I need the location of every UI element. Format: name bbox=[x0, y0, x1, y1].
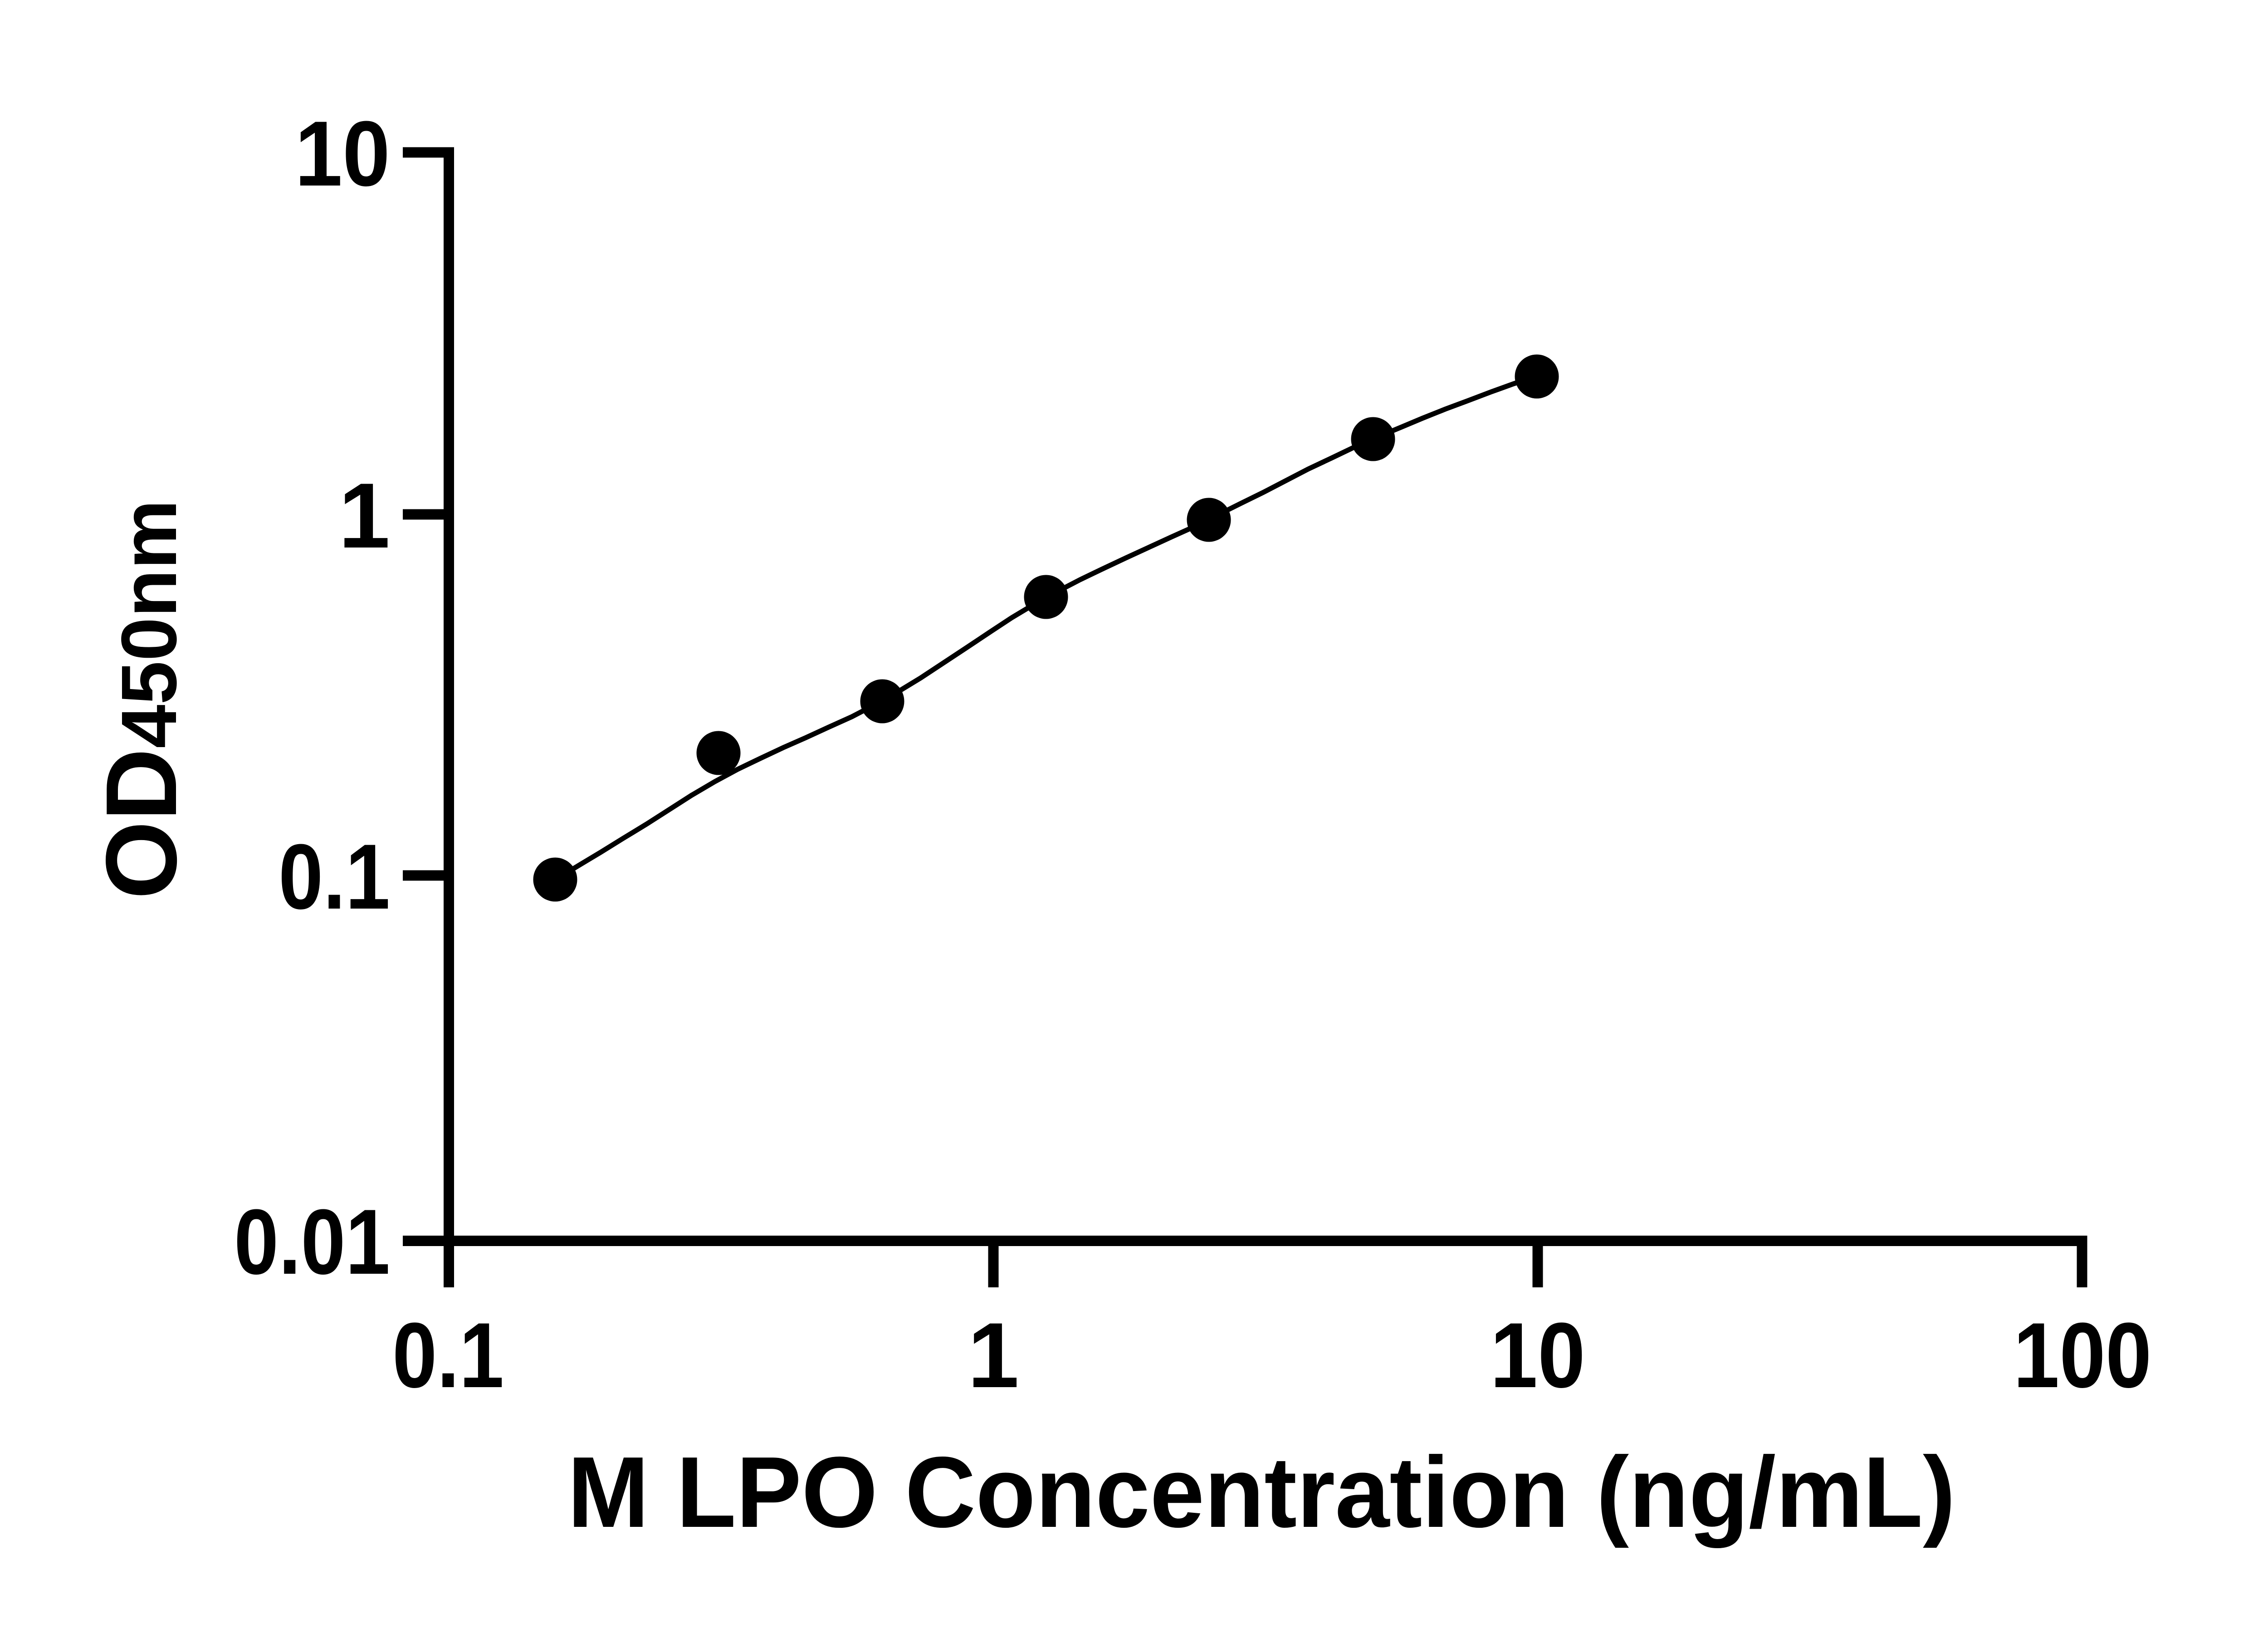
svg-text:0.1: 0.1 bbox=[392, 1304, 504, 1407]
svg-text:1: 1 bbox=[968, 1304, 1019, 1407]
svg-text:OD450nm: OD450nm bbox=[85, 499, 198, 899]
svg-text:10: 10 bbox=[1490, 1304, 1585, 1407]
svg-text:M LPO Concentration (ng/mL): M LPO Concentration (ng/mL) bbox=[567, 1436, 1955, 1549]
svg-text:1: 1 bbox=[339, 464, 390, 567]
svg-text:100: 100 bbox=[2014, 1304, 2152, 1407]
svg-text:10: 10 bbox=[295, 102, 390, 205]
svg-text:0.01: 0.01 bbox=[234, 1190, 390, 1294]
svg-text:0.1: 0.1 bbox=[279, 825, 390, 929]
